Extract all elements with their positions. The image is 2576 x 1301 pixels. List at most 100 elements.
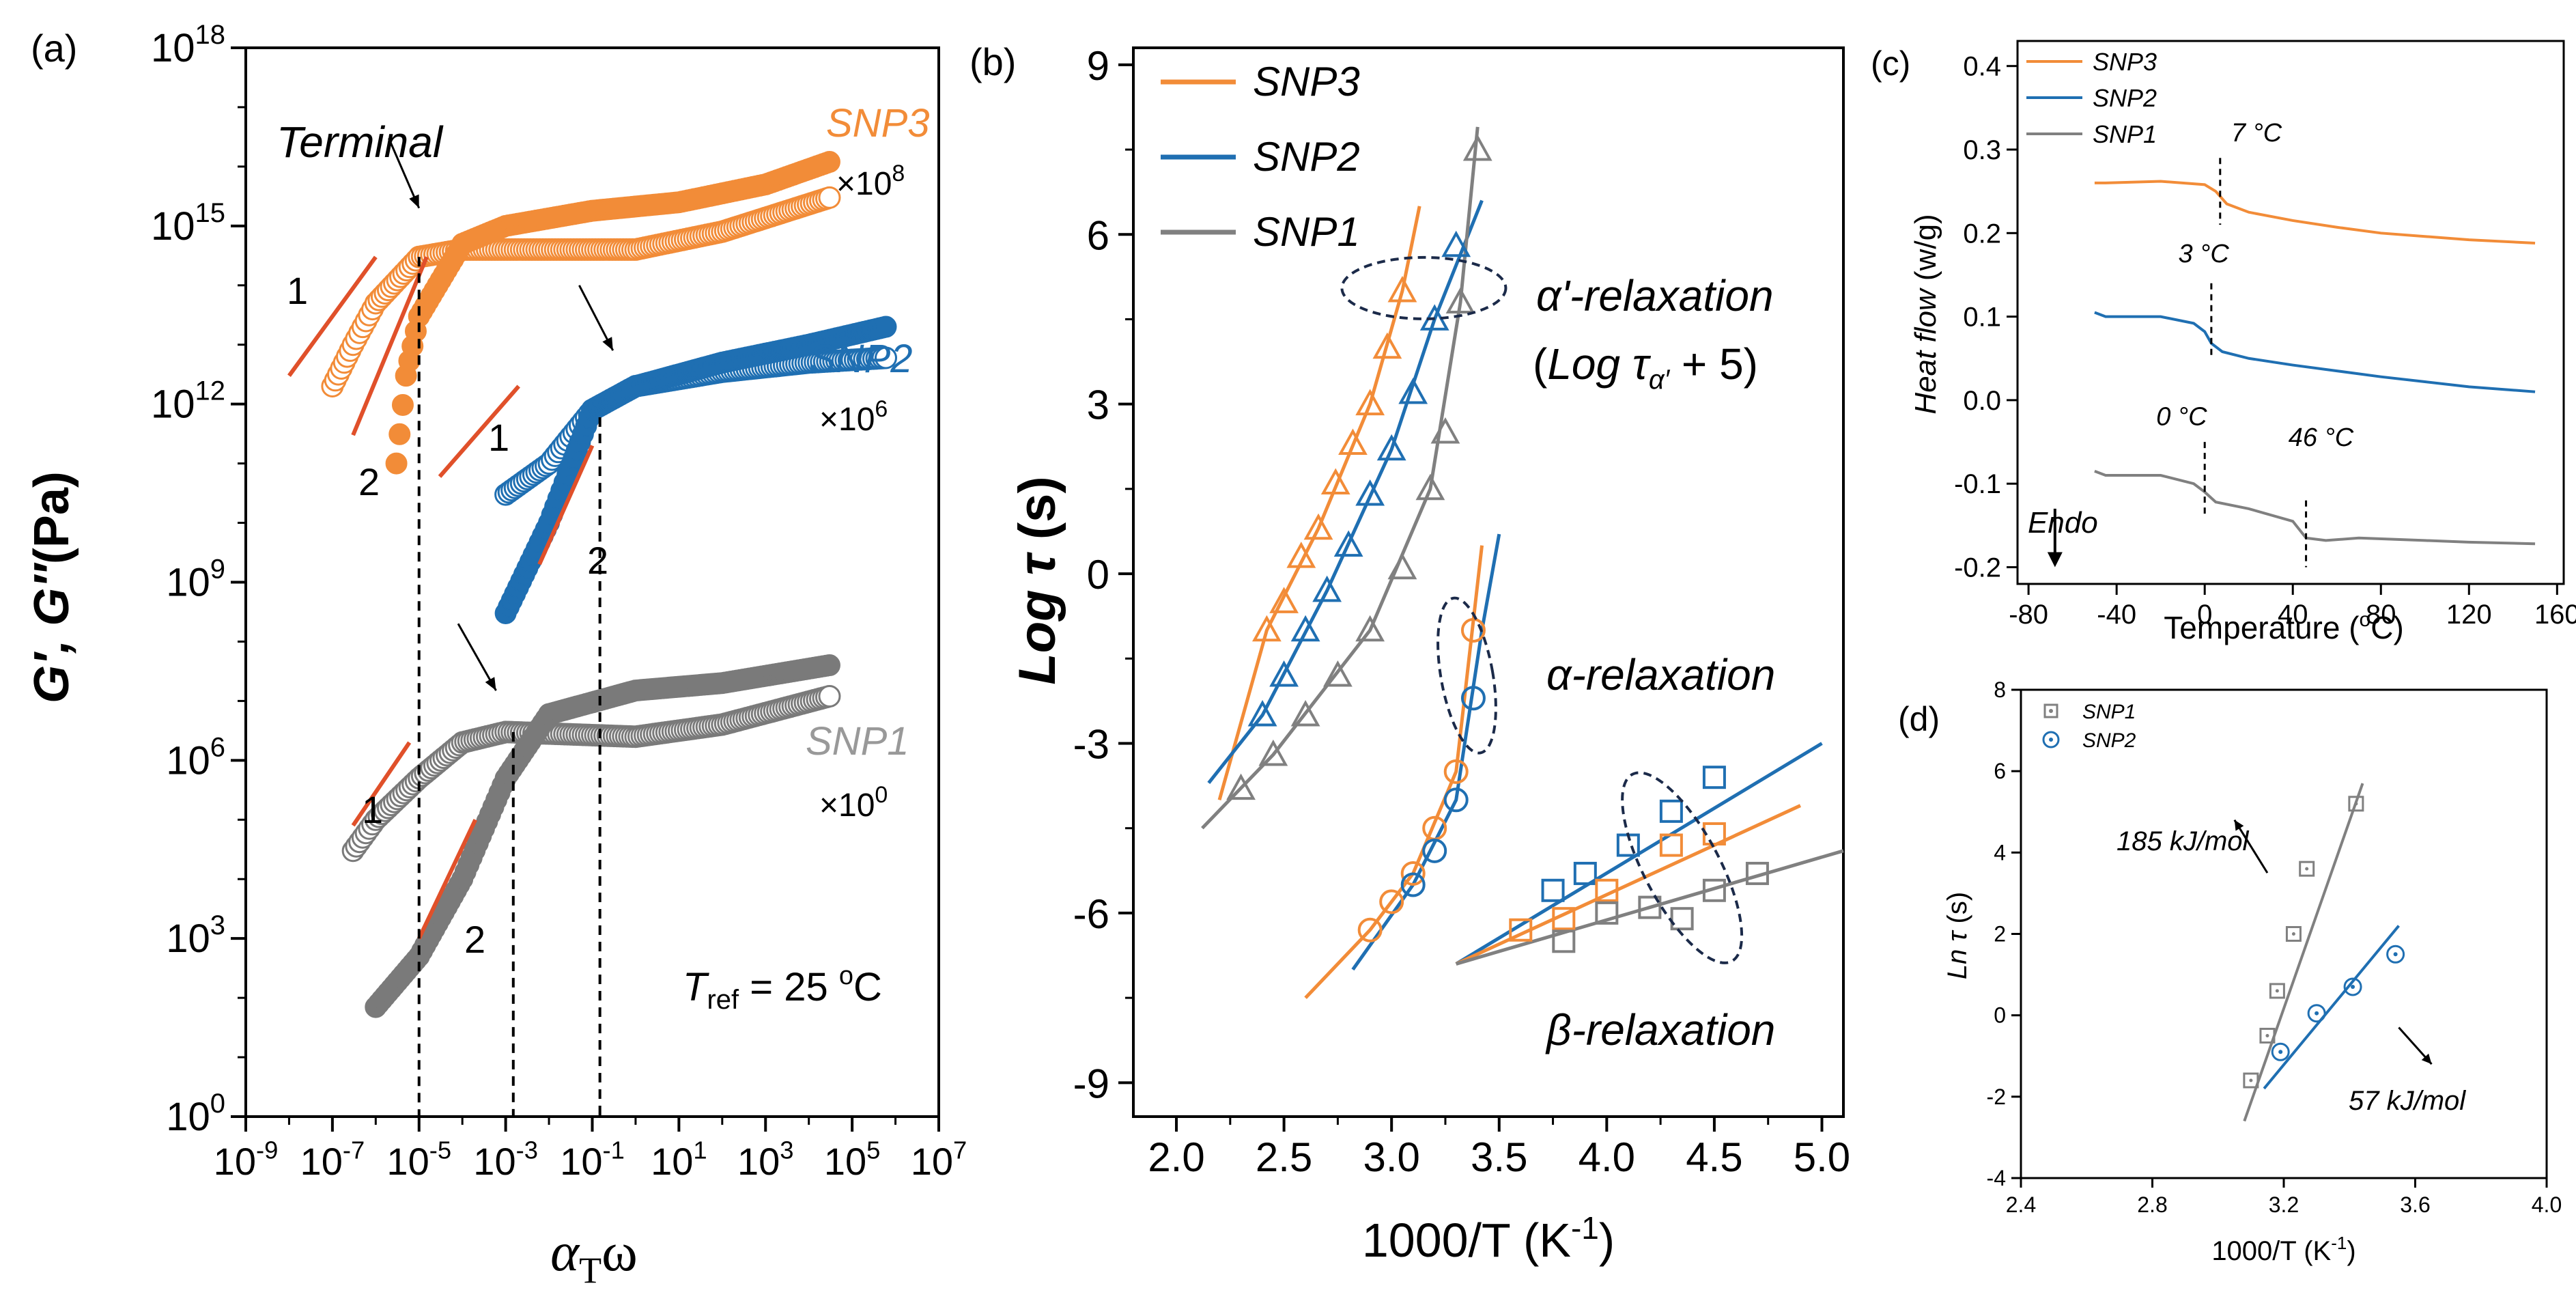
x-tick-label: 107 (911, 1136, 967, 1183)
slope-label-1: 1 (287, 269, 308, 312)
circle-point (1443, 759, 1469, 784)
y-tick-label: 4 (1994, 840, 2006, 865)
x-tick-label: 4.5 (1686, 1134, 1742, 1180)
point-center (2278, 1050, 2283, 1054)
point-center (2315, 1011, 2319, 1016)
g-loss-point (874, 346, 897, 369)
y-tick-label: -0.1 (1954, 469, 2001, 499)
panel-c-frame (2016, 40, 2565, 585)
slope-label-2: 2 (358, 460, 380, 503)
panel-label-a: (a) (31, 27, 77, 70)
panel-b-marks (1201, 126, 1844, 999)
terminal-label: Terminal (277, 117, 444, 167)
x-tick-label: 10-5 (386, 1136, 451, 1183)
x-tick-label: 3.0 (1363, 1134, 1419, 1180)
x-tick-label: 2.8 (2137, 1192, 2167, 1217)
dsc-line-snp2 (2094, 311, 2536, 393)
transition-label: 7 °C (2231, 119, 2282, 148)
square-point (1552, 929, 1576, 953)
triangle-point (1398, 377, 1428, 404)
slope-fit-line (351, 741, 412, 827)
y-tick-label: 1012 (151, 376, 225, 427)
panel-c-ylabel: Heat flow (w/g) (1909, 214, 1942, 414)
circle-point (1460, 686, 1486, 711)
square-point (1573, 861, 1597, 885)
arrow-head (2234, 820, 2244, 831)
triangle-point (1226, 773, 1256, 800)
square-point (1659, 799, 1683, 823)
triangle-point (1387, 552, 1417, 580)
triangle-point (1333, 530, 1363, 557)
y-tick-label: 103 (166, 910, 225, 961)
triangle-point (1258, 739, 1288, 766)
arrow-line (2233, 819, 2269, 873)
tref-label: Tref = 25 oC (683, 962, 882, 1015)
panel-d-chart: 2.4 2.8 3.2 3.6 4.0 8 6 4 2 0 -2 -4 Ln τ (s) 1000/T… (1942, 677, 2562, 1266)
y-tick-label: -6 (1073, 891, 1109, 937)
y-tick-label: -3 (1073, 721, 1109, 767)
square-point (1702, 878, 1726, 902)
panel-a-marks (287, 137, 897, 1117)
g-storage-point (388, 423, 411, 445)
x-tick-label: 3.2 (2269, 1192, 2299, 1217)
x-tick-label: -40 (2097, 600, 2136, 630)
square-point (1509, 918, 1533, 942)
arrow-head (602, 337, 613, 351)
y-tick-label: 3 (1087, 382, 1109, 428)
dashed-ellipse (1340, 255, 1508, 320)
y-tick-label: 109 (166, 555, 225, 605)
square-point (1659, 833, 1683, 857)
x-tick-label: 40 (2278, 600, 2308, 630)
panel-d-legend: SNP1 SNP2 (2042, 701, 2136, 752)
ea-snp1-label: 185 kJ/mol (2117, 826, 2250, 856)
ea-snp2-label: 57 kJ/mol (2349, 1086, 2466, 1116)
panel-b-frame (1132, 46, 1845, 1118)
square-point (2285, 926, 2302, 942)
dsc-line-snp1 (2094, 470, 2536, 546)
g-storage-point (875, 316, 897, 338)
triangle-point (1387, 275, 1417, 303)
slope-fit-line (351, 256, 429, 436)
y-tick-label: -4 (1987, 1166, 2006, 1190)
triangle-point (1355, 615, 1385, 642)
arrhenius-fit-snp1 (2243, 783, 2364, 1122)
y-tick-label: 106 (166, 732, 225, 783)
y-tick-label: 9 (1087, 43, 1109, 89)
endo-label: Endo (2028, 506, 2098, 540)
triangle-point (1312, 575, 1342, 602)
point-center (2249, 1078, 2253, 1082)
point-center (2275, 989, 2279, 993)
y-tick-label: 100 (166, 1089, 225, 1139)
snp1-label: SNP1 (806, 719, 909, 764)
y-tick-label: 0 (1994, 1003, 2006, 1028)
panel-a-ylabel: G′, G″(Pa) (25, 471, 79, 703)
x-tick-label: 2.0 (1148, 1134, 1204, 1180)
triangle-point (1286, 542, 1316, 568)
triangle-point (1251, 615, 1282, 642)
arrow-line (388, 137, 421, 209)
beta-fit-snp1 (1456, 849, 1844, 966)
panel-c-chart: -80 -40 0 40 80 120 160 0.4 0.3 0.2 0.1 0.0 -0.1 -0.2… (1909, 40, 2576, 645)
dsc-line-snp3 (2094, 180, 2536, 244)
snp2-shift: ×106 (819, 396, 888, 438)
y-tick-label: -2 (1987, 1085, 2006, 1109)
x-tick-label: 103 (737, 1136, 794, 1183)
slope-label-2: 2 (587, 539, 608, 582)
point-center (2354, 802, 2358, 806)
slope-fit-line (438, 384, 520, 478)
g-storage-point (818, 654, 840, 677)
arrow-head (2421, 1053, 2432, 1065)
beta-fit-snp3 (1455, 804, 1802, 966)
point-center (2305, 867, 2309, 871)
legend-snp2: SNP2 (2082, 729, 2136, 752)
triangle-point (1290, 615, 1320, 642)
slope-label-1: 1 (488, 416, 509, 459)
y-tick-label: 0.3 (1963, 135, 2001, 165)
panel-d-ylabel: Ln τ (s) (1942, 892, 1972, 979)
x-tick-label: 10-3 (473, 1136, 538, 1183)
circle-point (1400, 861, 1426, 886)
panel-b-ylabel: Log τ (s) (1008, 476, 1066, 684)
triangle-point (1441, 230, 1471, 257)
triangle-point (1430, 417, 1460, 444)
